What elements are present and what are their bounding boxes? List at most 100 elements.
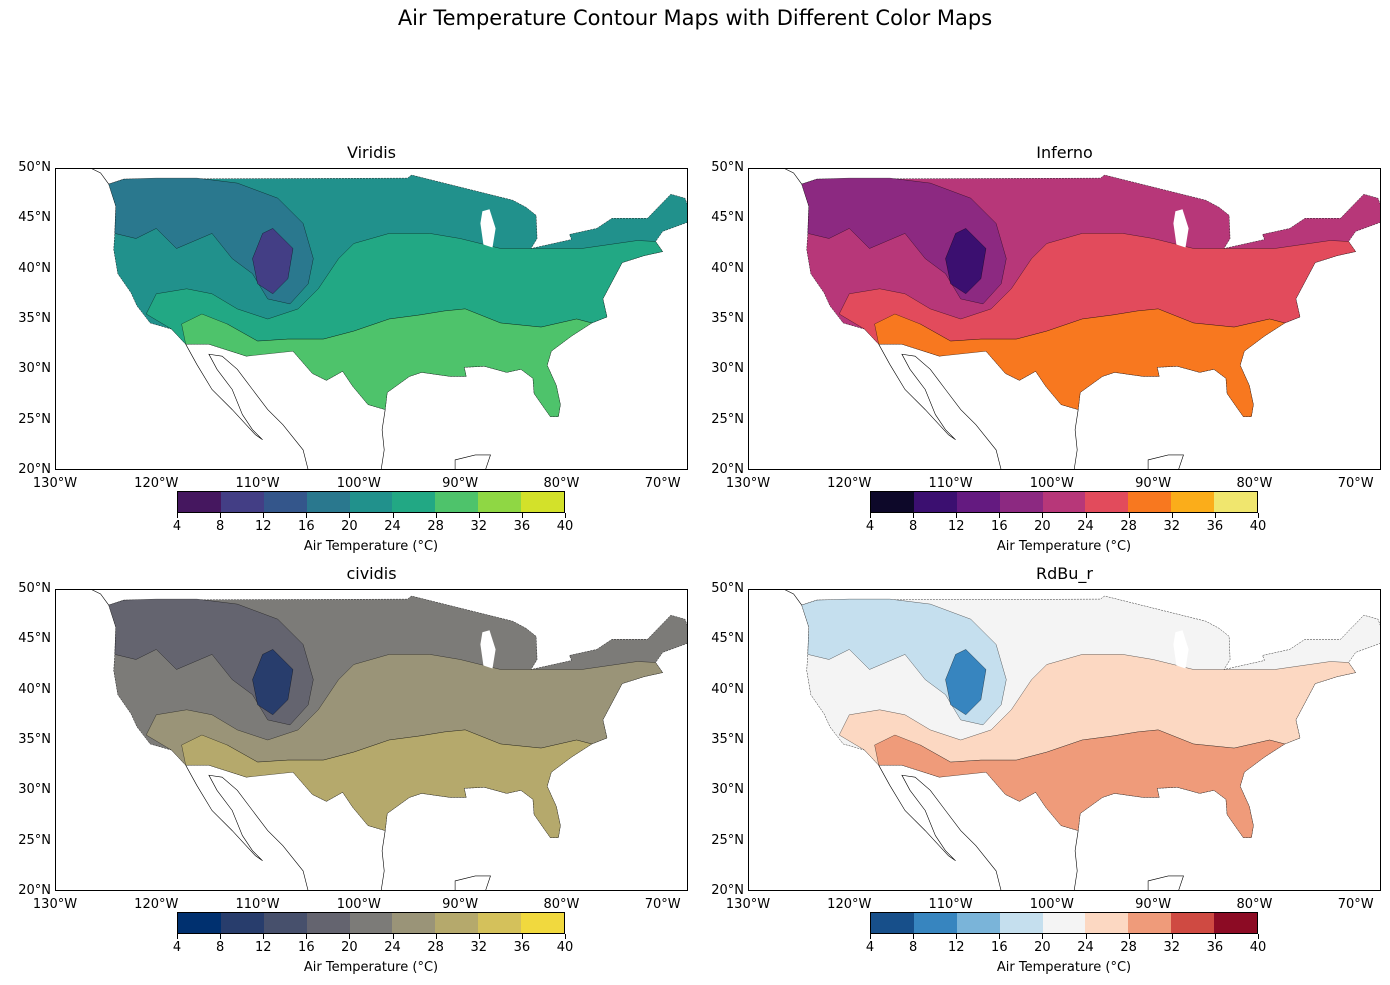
map-panel-2: Inferno 50°N 45°N 40°N 35°N 30°N 25°N 20°N 130°W…: [693, 0, 1387, 554]
colorbar-tick-label: 32: [470, 519, 488, 534]
lon-tick-label: 130°W: [32, 897, 78, 912]
colorbar-segment: [263, 913, 307, 933]
colorbar-tick-label: 20: [1034, 940, 1051, 955]
colorbar-tick-label: 36: [1206, 519, 1224, 534]
colorbar-tick-label: 12: [254, 940, 272, 955]
colorbar-segment: [220, 492, 264, 512]
colorbar-tick-mark: [177, 934, 178, 939]
colorbar: [177, 912, 565, 934]
colorbar-tick-label: 20: [1034, 519, 1051, 534]
colorbar-segment: [1214, 913, 1258, 933]
temperature-region-south: [181, 308, 593, 417]
contour-map: [748, 168, 1381, 470]
colorbar-tick-label: 40: [556, 519, 574, 534]
colorbar-segment: [1214, 492, 1258, 512]
colorbar-segment: [1171, 492, 1215, 512]
colorbar-segment: [521, 492, 565, 512]
colorbar-segment: [521, 913, 565, 933]
lake-michigan: [1173, 209, 1189, 248]
colorbar-tick-label: 12: [947, 940, 965, 955]
lat-tick-label: 20°N: [18, 462, 51, 477]
colorbar-tick-label: 20: [341, 940, 358, 955]
lat-tick-label: 20°N: [711, 462, 744, 477]
colorbar-segment: [178, 913, 221, 933]
lat-tick-label: 40°N: [18, 260, 51, 276]
colorbar-tick-label: 36: [513, 940, 531, 955]
lon-tick-label: 70°W: [1337, 476, 1374, 491]
contour-map: [748, 589, 1381, 891]
colorbar-tick-mark: [263, 934, 265, 939]
lon-tick-label: 100°W: [1029, 476, 1074, 491]
coastline-yucatan: [1147, 875, 1184, 891]
colorbar-tick-mark: [478, 513, 480, 518]
lon-tick-label: 90°W: [442, 897, 479, 912]
lake-michigan: [480, 630, 496, 669]
colorbar-segment: [1128, 913, 1172, 933]
colorbar-tick-mark: [1042, 934, 1044, 939]
colorbar-tick-mark: [913, 934, 915, 939]
coastline-mexico-west: [878, 344, 1002, 470]
lon-tick-label: 120°W: [827, 476, 872, 491]
lat-tick-label: 45°N: [711, 631, 744, 647]
map-frame: [55, 589, 688, 891]
colorbar-tick-label: 24: [1077, 940, 1094, 955]
lon-tick-label: 80°W: [1236, 476, 1273, 491]
colorbar-tick-mark: [521, 934, 523, 939]
coastline-mexico-west: [878, 765, 1002, 891]
colorbar-segment: [1042, 913, 1086, 933]
colorbar-segment: [999, 492, 1043, 512]
colorbar-segment: [306, 913, 350, 933]
lon-tick-label: 110°W: [235, 476, 280, 491]
coastline-mexico-gulf: [380, 830, 386, 891]
contour-map: [55, 589, 688, 891]
colorbar-tick-label: 24: [384, 940, 401, 955]
colorbar-segment: [478, 492, 522, 512]
coastline-mexico-west: [185, 765, 309, 891]
colorbar-tick-mark: [392, 934, 394, 939]
colorbar-tick-label: 4: [172, 519, 182, 534]
colorbar-tick-label: 28: [1120, 519, 1137, 534]
colorbar-segment: [871, 492, 914, 512]
colorbar-tick-mark: [1214, 934, 1216, 939]
colorbar-segment: [220, 913, 264, 933]
map-panel-3: cividis 50°N 45°N 40°N 35°N 30°N 25°N 20°N 130°W…: [0, 421, 694, 975]
colorbar-tick-label: 40: [1249, 940, 1267, 955]
coastline-yucatan: [454, 454, 491, 470]
colorbar-segment: [871, 913, 914, 933]
coastline-canada-west: [90, 589, 109, 606]
colorbar-segment: [349, 913, 393, 933]
colorbar-tick-mark: [1258, 934, 1259, 939]
colorbar-tick-mark: [1128, 934, 1130, 939]
lon-tick-label: 120°W: [134, 897, 179, 912]
lon-tick-label: 90°W: [442, 476, 479, 491]
temperature-region-coldest: [252, 228, 294, 294]
colorbar-tick-label: 12: [254, 519, 272, 534]
panel-title: Viridis: [347, 143, 396, 162]
colorbar-tick-mark: [565, 513, 566, 518]
colorbar-segment: [1128, 492, 1172, 512]
colorbar: [870, 491, 1258, 513]
colorbar-segment: [349, 492, 393, 512]
colorbar-tick-mark: [349, 934, 351, 939]
colorbar-label: Air Temperature (°C): [996, 539, 1132, 554]
lon-tick-label: 80°W: [1236, 897, 1273, 912]
colorbar-segment: [913, 492, 957, 512]
colorbar-segment: [913, 913, 957, 933]
coastline-canada-west: [783, 168, 802, 185]
colorbar-tick-label: 16: [298, 940, 315, 955]
colorbar-segment: [999, 913, 1043, 933]
lake-michigan: [480, 209, 496, 248]
colorbar-segment: [1085, 913, 1129, 933]
lon-tick-label: 130°W: [725, 476, 771, 491]
colorbar-tick-label: 36: [513, 519, 531, 534]
colorbar-tick-mark: [1214, 513, 1216, 518]
lat-tick-label: 25°N: [18, 832, 51, 848]
lat-tick-label: 35°N: [711, 732, 744, 747]
colorbar-tick-label: 20: [341, 519, 358, 534]
colorbar-tick-mark: [1042, 513, 1044, 518]
colorbar-tick-mark: [521, 513, 523, 518]
coastline-yucatan: [454, 875, 491, 891]
lat-tick-label: 50°N: [711, 581, 744, 596]
colorbar-tick-label: 16: [991, 940, 1008, 955]
colorbar-segment: [392, 913, 436, 933]
